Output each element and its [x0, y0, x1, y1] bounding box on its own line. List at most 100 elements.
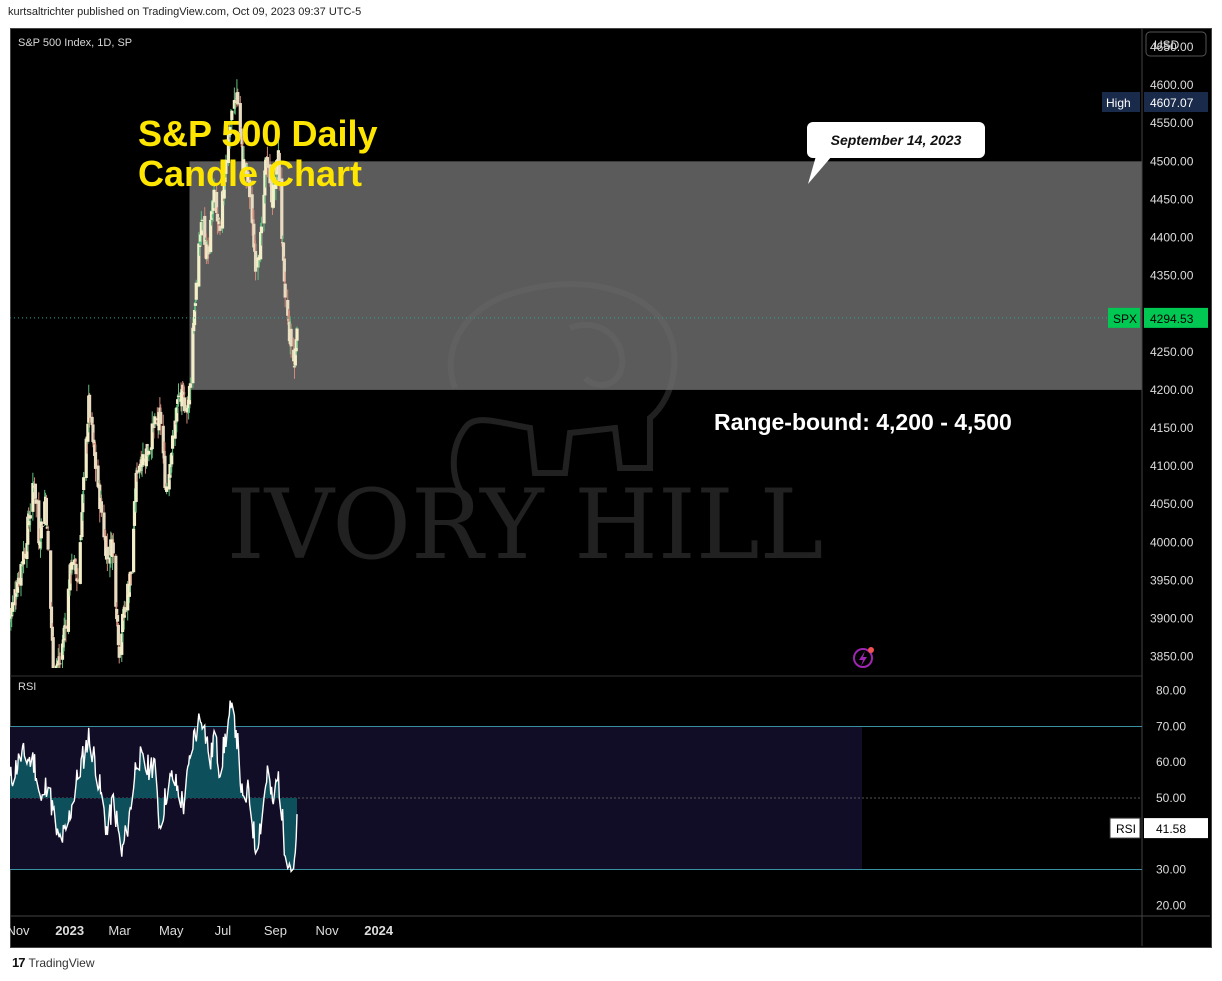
candle-body: [259, 226, 264, 234]
candle-body: [264, 159, 268, 175]
last-price-tag: SPX 4294.53: [1108, 307, 1208, 328]
candle-body: [286, 319, 291, 321]
candle-body: [182, 397, 187, 412]
candle-body: [132, 501, 137, 526]
candle-body: [161, 425, 165, 454]
candle-body: [239, 128, 243, 139]
candle-body: [277, 152, 281, 182]
price-tick-label: 4550.00: [1150, 116, 1194, 130]
sp500-chart[interactable]: IVORY HILL S&P 500 Daily Candle Chart S&…: [10, 28, 1210, 946]
candle-body: [61, 639, 65, 648]
candle-body: [13, 589, 17, 606]
time-tick-label: Sep: [264, 923, 287, 938]
candle-body: [212, 189, 216, 203]
time-tick-label: 2023: [55, 923, 84, 938]
candle-body: [117, 646, 121, 658]
footer: 17 TradingView: [12, 955, 95, 970]
rsi-tick-label: 50.00: [1156, 791, 1186, 805]
candle-body: [222, 182, 226, 199]
candle-body: [234, 101, 238, 103]
rsi-tick-label: 20.00: [1156, 898, 1186, 912]
range-label: Range-bound: 4,200 - 4,500: [714, 409, 1012, 435]
price-tick-label: 4200.00: [1150, 383, 1194, 397]
candle-body: [92, 439, 96, 444]
candle-body: [181, 384, 185, 390]
time-tick-label: Jul: [215, 923, 232, 938]
candle-body: [52, 671, 55, 675]
candle-body: [57, 656, 61, 666]
time-tick-label: May: [159, 923, 184, 938]
candle-body: [167, 474, 171, 490]
candle-body: [192, 323, 196, 332]
candle-body: [81, 494, 85, 513]
price-tick-label: 3850.00: [1150, 650, 1194, 664]
candle-body: [49, 550, 53, 609]
candle-body: [268, 164, 272, 184]
candle-body: [84, 438, 88, 478]
price-tick-label: 4400.00: [1150, 231, 1194, 245]
candle-body: [74, 563, 78, 575]
candle-body: [293, 348, 297, 366]
candle-body: [289, 328, 293, 347]
candle-body: [168, 464, 172, 478]
currency-label: USD: [1154, 38, 1180, 52]
candle-body: [153, 416, 157, 425]
candle-body: [45, 527, 49, 529]
callout-text: September 14, 2023: [831, 132, 962, 148]
candle-body: [203, 240, 208, 242]
candle-body: [104, 536, 108, 556]
candle-body: [49, 606, 54, 629]
price-axis[interactable]: 4650.00 4600.00 4550.00 4500.00 4450.00 4400.…: [1150, 40, 1194, 664]
candle-body: [50, 626, 54, 641]
candle-body: [62, 628, 66, 641]
time-axis[interactable]: Nov 2023 Mar May Jul Sep Nov 2024: [10, 923, 394, 938]
candle-body: [16, 582, 20, 593]
candle-body: [145, 444, 149, 456]
range-box[interactable]: [189, 161, 1143, 390]
last-price-tag-value: 4294.53: [1150, 312, 1194, 326]
high-tag-label: High: [1106, 96, 1131, 110]
candle-body: [158, 407, 162, 414]
candle-body: [233, 99, 237, 103]
candle-body: [209, 219, 213, 253]
candle-body: [34, 499, 38, 504]
rsi-line: [10, 700, 298, 873]
candle-body: [193, 303, 198, 306]
candle-body: [174, 420, 178, 423]
candle-body: [187, 386, 192, 405]
candle-body: [159, 411, 163, 424]
candle-body: [253, 251, 258, 272]
candle-body: [39, 521, 43, 539]
watermark-text: IVORY HILL: [227, 469, 824, 581]
candle-body: [251, 219, 255, 224]
candle-body: [70, 561, 74, 570]
candle-body: [25, 543, 29, 560]
candle-body: [157, 412, 161, 431]
candle-body: [68, 564, 72, 591]
candle-body: [247, 175, 251, 181]
candle-body: [33, 483, 38, 499]
candle-body: [64, 626, 68, 629]
candle-body: [155, 418, 159, 421]
candle-body: [120, 633, 124, 655]
price-tick-label: 4450.00: [1150, 192, 1194, 206]
alert-icon[interactable]: [853, 647, 874, 668]
candle-body: [223, 171, 227, 183]
high-tag-value: 4607.07: [1150, 96, 1194, 110]
candle-body: [91, 424, 95, 442]
candle-body: [200, 219, 204, 221]
currency-button[interactable]: USD: [1145, 31, 1207, 57]
candle-body: [96, 465, 100, 487]
candle-body: [173, 420, 177, 439]
candle-body: [16, 577, 21, 585]
candle-body: [22, 553, 26, 559]
callout-tail: [808, 156, 832, 184]
candle-body: [252, 223, 256, 248]
price-tick-label: 4050.00: [1150, 497, 1194, 511]
callout[interactable]: September 14, 2023: [807, 122, 985, 184]
candle-body: [93, 444, 97, 456]
candle-body: [26, 516, 30, 545]
price-tick-label: 4000.00: [1150, 535, 1194, 549]
candle-body: [43, 501, 47, 524]
